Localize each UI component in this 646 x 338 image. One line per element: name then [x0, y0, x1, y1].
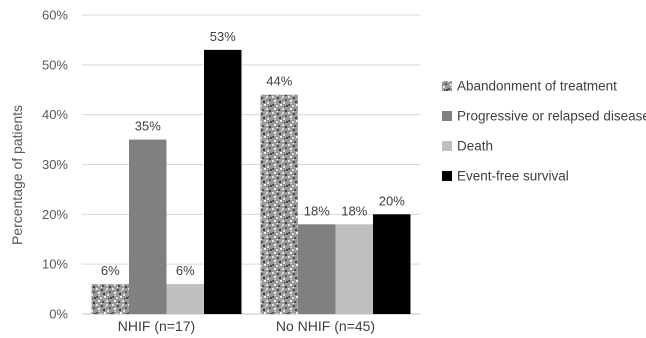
- legend-swatch: [442, 171, 452, 181]
- y-tick-label: 20%: [42, 207, 68, 222]
- y-tick-label: 50%: [42, 57, 68, 72]
- y-axis-ticks: 0% 10% 20% 30% 40% 50% 60%: [42, 8, 68, 322]
- legend-label: Death: [457, 139, 493, 154]
- legend: Abandonment of treatment Progressive or r…: [442, 79, 646, 184]
- data-label: 20%: [379, 193, 405, 208]
- bars: [91, 49, 411, 315]
- y-tick-label: 0%: [49, 307, 68, 322]
- bar: [166, 284, 204, 314]
- legend-swatch: [442, 141, 452, 151]
- y-tick-label: 10%: [42, 257, 68, 272]
- x-category-label: No NHIF (n=45): [276, 318, 375, 334]
- x-axis-categories: NHIF (n=17) No NHIF (n=45): [118, 318, 375, 334]
- data-label: 35%: [135, 119, 161, 134]
- bar: [335, 224, 373, 314]
- data-label: 44%: [266, 74, 292, 89]
- legend-swatch: [442, 111, 452, 121]
- y-tick-label: 30%: [42, 157, 68, 172]
- bar: [129, 139, 167, 314]
- y-axis-title: Percentage of patients: [9, 105, 25, 245]
- legend-label: Event-free survival: [457, 169, 569, 184]
- x-category-label: NHIF (n=17): [118, 318, 195, 334]
- bar: [204, 49, 242, 315]
- bar: [298, 224, 336, 314]
- data-label: 6%: [176, 263, 195, 278]
- y-tick-label: 40%: [42, 107, 68, 122]
- data-label: 18%: [341, 203, 367, 218]
- data-label: 6%: [101, 263, 120, 278]
- data-label: 53%: [210, 29, 236, 44]
- legend-label: Abandonment of treatment: [457, 79, 617, 94]
- y-tick-label: 60%: [42, 8, 68, 23]
- legend-swatch: [442, 81, 452, 91]
- legend-label: Progressive or relapsed disease: [457, 109, 646, 124]
- data-labels: 6% 35% 6% 53% 44% 18% 18% 20%: [101, 29, 405, 278]
- data-label: 18%: [304, 203, 330, 218]
- bar: [373, 214, 411, 314]
- bar: [91, 284, 129, 314]
- bar: [260, 94, 298, 314]
